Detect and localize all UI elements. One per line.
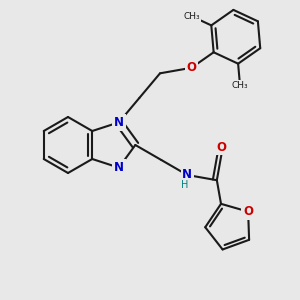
Text: O: O <box>243 205 253 218</box>
Text: CH₃: CH₃ <box>183 12 200 21</box>
Text: N: N <box>114 116 124 129</box>
Text: O: O <box>187 61 196 74</box>
Text: N: N <box>114 161 124 174</box>
Text: N: N <box>182 169 192 182</box>
Text: H: H <box>181 180 188 190</box>
Text: CH₃: CH₃ <box>232 81 248 90</box>
Text: O: O <box>217 141 227 154</box>
